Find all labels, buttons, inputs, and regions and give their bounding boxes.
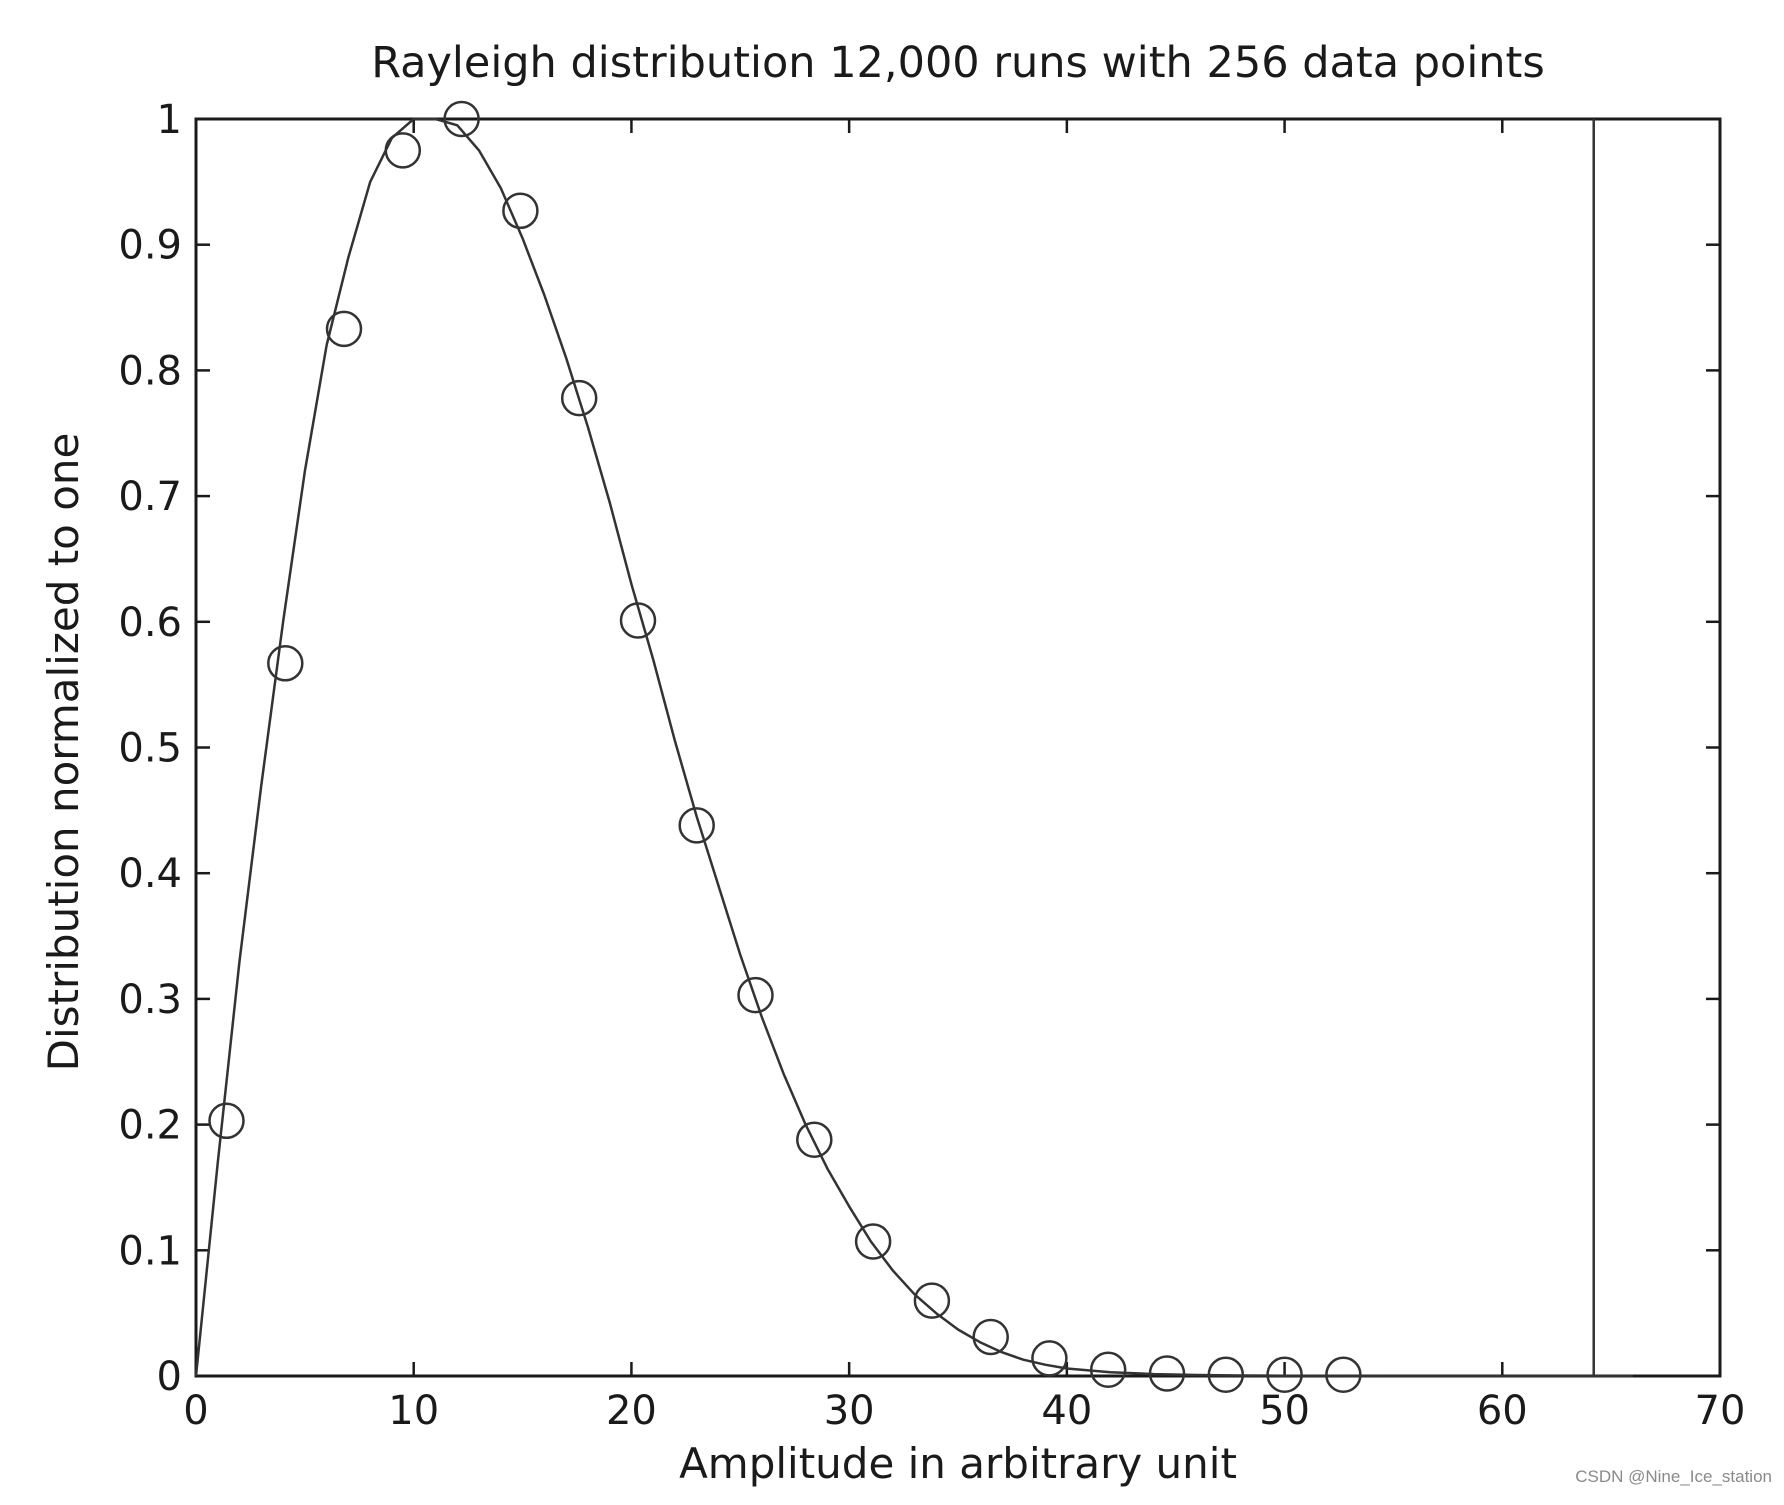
data-point [502, 192, 539, 230]
x-tick-label: 50 [1259, 1388, 1310, 1434]
data-point [1325, 1356, 1362, 1393]
data-point [1266, 1356, 1303, 1393]
x-tick-label: 20 [606, 1388, 657, 1434]
y-axis-label: Distribution normalized to one [39, 433, 88, 1072]
y-tick-label: 0.7 [118, 474, 182, 520]
data-point [208, 1102, 245, 1140]
data-point [854, 1223, 892, 1260]
x-tick-label: 10 [388, 1388, 439, 1434]
chart-title: Rayleigh distribution 12,000 runs with 2… [371, 38, 1545, 88]
data-point [1089, 1351, 1127, 1388]
y-tick-label: 0.4 [118, 851, 182, 897]
axes-frame [194, 117, 1722, 1378]
data-point [325, 310, 363, 348]
data-point [678, 807, 715, 844]
y-tick-label: 0.5 [118, 726, 182, 772]
data-point [796, 1121, 833, 1158]
data-point [737, 976, 774, 1014]
x-tick-label: 70 [1695, 1388, 1746, 1434]
data-point [619, 602, 657, 639]
x-tick-label: 30 [824, 1388, 875, 1434]
y-tick-label: 0.9 [118, 223, 182, 269]
data-point [384, 132, 422, 169]
data-point [1207, 1356, 1245, 1393]
series-line [194, 117, 1633, 1378]
data-point [560, 379, 598, 417]
x-axis-label: Amplitude in arbitrary unit [679, 1439, 1237, 1488]
x-tick-label: 0 [183, 1388, 208, 1434]
data-point [1031, 1340, 1068, 1377]
y-tick-label: 0.3 [118, 977, 182, 1023]
x-tick-label: 40 [1041, 1388, 1092, 1434]
y-tick-label: 0.1 [118, 1228, 182, 1274]
y-tick-label: 1 [157, 97, 182, 143]
data-point [913, 1282, 951, 1319]
data-point [1148, 1355, 1186, 1392]
plot-area: 0 10 20 30 40 50 60 70 0 0.1 0.2 0.3 0.4 0.5 0.6 0.7 0.8… [118, 97, 1745, 1434]
watermark: CSDN @Nine_Ice_station [1575, 1467, 1772, 1486]
data-point [443, 100, 480, 138]
data-point [267, 645, 304, 682]
x-tick-label: 60 [1477, 1388, 1528, 1434]
y-tick-label: 0 [157, 1354, 182, 1400]
y-tick-label: 0.2 [118, 1103, 182, 1149]
y-tick-label: 0.6 [118, 600, 182, 646]
y-tick-label: 0.8 [118, 348, 182, 394]
data-point [972, 1318, 1009, 1356]
